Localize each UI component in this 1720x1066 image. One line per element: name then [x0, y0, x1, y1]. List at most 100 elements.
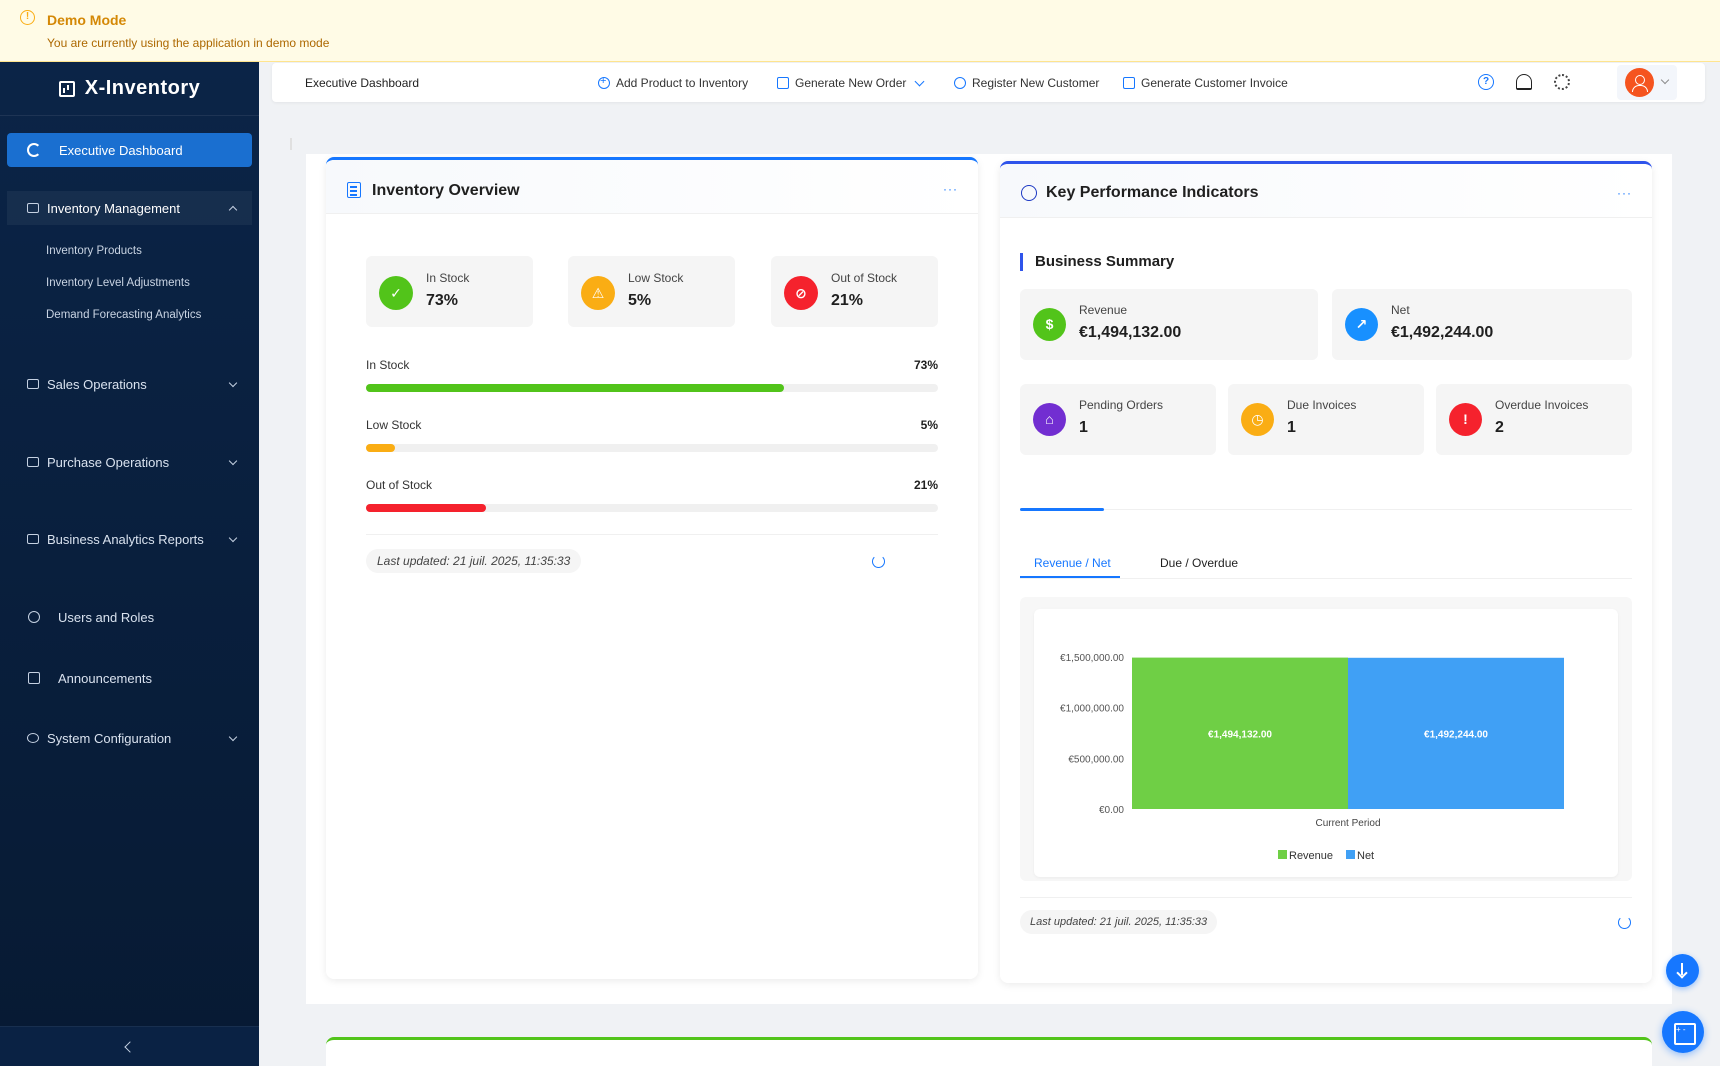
report-icon — [27, 534, 39, 544]
brand[interactable]: X-Inventory — [0, 62, 259, 116]
progress-track — [366, 384, 938, 392]
chevron-down-icon — [1660, 75, 1670, 85]
sidebar-group-label: System Configuration — [47, 730, 172, 746]
sidebar-item-label: Executive Dashboard — [59, 142, 183, 158]
sidebar-group-business-analytics[interactable]: Business Analytics Reports — [7, 522, 252, 556]
tab-revenue-net[interactable]: Revenue / Net — [1034, 556, 1111, 570]
progress-fill — [366, 444, 395, 452]
sidebar-group-label: Purchase Operations — [47, 454, 170, 470]
chevron-down-icon — [228, 732, 238, 742]
dashboard-gauge-icon — [1021, 185, 1037, 201]
sidebar-group-sales-operations[interactable]: Sales Operations — [7, 367, 252, 401]
gear-icon[interactable] — [1554, 74, 1570, 90]
carousel-indicator[interactable] — [1020, 508, 1104, 511]
chevron-up-icon — [228, 205, 238, 215]
divider — [366, 534, 938, 535]
x-tick-label: Current Period — [1315, 818, 1380, 829]
clock-icon: ◷ — [1241, 403, 1274, 436]
sidebar-group-inventory-management[interactable]: Inventory Management — [7, 191, 252, 225]
sidebar-collapse-bar[interactable] — [0, 1026, 259, 1066]
gear-icon — [27, 733, 39, 743]
scroll-down-button[interactable] — [1666, 954, 1699, 987]
sidebar-item-inventory-products[interactable]: Inventory Products — [46, 245, 142, 257]
sidebar: X-Inventory Executive Dashboard Inventor… — [0, 62, 259, 1066]
y-tick-label: €500,000.00 — [1068, 754, 1124, 765]
in-stock-stat: ✓ In Stock 73% — [366, 256, 533, 327]
card-header — [1000, 164, 1652, 218]
sidebar-item-announcements[interactable]: Announcements — [7, 661, 252, 695]
progress-percent: 73% — [913, 358, 938, 372]
bar-chart: €0.00 €500,000.00 €1,000,000.00 €1,500,000.… — [1060, 653, 1564, 862]
sidebar-item-executive-dashboard[interactable]: Executive Dashboard — [7, 133, 252, 167]
progress-percent: 5% — [920, 418, 938, 432]
last-updated: Last updated: 21 juil. 2025, 11:35:33 — [1020, 910, 1218, 934]
bar-revenue — [1132, 657, 1348, 809]
bag-icon — [27, 457, 39, 467]
out-of-stock-stat: ⊘ Out of Stock 21% — [771, 256, 938, 327]
plus-circle-icon — [598, 75, 610, 89]
legend-swatch — [1278, 850, 1287, 859]
sidebar-item-inventory-level-adjustments[interactable]: Inventory Level Adjustments — [46, 277, 190, 289]
demo-mode-banner: ! Demo Mode You are currently using the … — [0, 0, 1720, 62]
top-header: Executive Dashboard Add Product to Inven… — [272, 63, 1705, 102]
register-customer-button[interactable]: Register New Customer — [954, 76, 1099, 90]
generate-new-order-button[interactable]: Generate New Order — [777, 76, 925, 90]
add-product-button[interactable]: Add Product to Inventory — [598, 75, 748, 90]
kpi-card: Key Performance Indicators ··· Business … — [1000, 161, 1652, 983]
chevron-down-icon — [228, 533, 238, 543]
kpi-label: Due Invoices — [1287, 398, 1357, 412]
dashboard-icon — [27, 143, 41, 157]
progress-percent: 21% — [913, 478, 938, 492]
due-invoices-kpi: ◷ Due Invoices 1 — [1228, 384, 1424, 455]
pending-orders-kpi: ⌂ Pending Orders 1 — [1020, 384, 1216, 455]
refresh-icon[interactable] — [872, 555, 885, 568]
chevron-down-icon — [228, 378, 238, 388]
avatar[interactable] — [1625, 68, 1654, 97]
last-updated: Last updated: 21 juil. 2025, 11:35:33 — [366, 549, 582, 573]
list-icon — [347, 182, 361, 198]
user-menu[interactable] — [1617, 65, 1677, 100]
progress-label: Low Stock — [366, 418, 422, 432]
new-order-label: Generate New Order — [795, 76, 907, 90]
sidebar-item-label: Users and Roles — [58, 609, 155, 625]
warning-icon: ! — [20, 10, 35, 25]
card-header — [326, 160, 978, 214]
more-menu-icon[interactable]: ··· — [1617, 186, 1632, 200]
sidebar-item-users-and-roles[interactable]: Users and Roles — [7, 600, 252, 634]
sidebar-group-purchase-operations[interactable]: Purchase Operations — [7, 445, 252, 479]
user-icon — [954, 77, 966, 89]
kpi-value: 1 — [1287, 419, 1296, 436]
y-tick-label: €1,500,000.00 — [1060, 653, 1124, 664]
bell-icon[interactable] — [1516, 74, 1532, 90]
refresh-icon[interactable] — [1618, 916, 1631, 929]
sidebar-group-system-configuration[interactable]: System Configuration — [7, 721, 252, 755]
legend-label: Revenue — [1289, 850, 1333, 862]
invoice-label: Generate Customer Invoice — [1141, 76, 1288, 90]
bar-chart-icon — [58, 80, 75, 97]
user-icon — [28, 611, 40, 623]
generate-invoice-button[interactable]: Generate Customer Invoice — [1123, 76, 1288, 90]
data-label: €1,492,244.00 — [1424, 729, 1488, 740]
trend-chart-icon: ↗ — [1345, 308, 1378, 341]
tab-ink-bar — [1020, 576, 1120, 578]
kpi-value: €1,494,132.00 — [1079, 324, 1182, 341]
kpi-value: €1,492,244.00 — [1391, 324, 1494, 341]
sidebar-item-demand-forecasting[interactable]: Demand Forecasting Analytics — [46, 309, 202, 321]
data-label: €1,494,132.00 — [1208, 729, 1272, 740]
cart-icon: ⌂ — [1033, 403, 1066, 436]
sidebar-group-label: Inventory Management — [47, 200, 180, 216]
kpi-label: Overdue Invoices — [1495, 398, 1589, 412]
check-circle-icon: ✓ — [379, 276, 413, 310]
progress-fill — [366, 384, 784, 392]
register-customer-label: Register New Customer — [972, 76, 1100, 90]
overdue-invoices-kpi: ! Overdue Invoices 2 — [1436, 384, 1632, 455]
help-icon[interactable]: ? — [1478, 74, 1494, 90]
calculator-button[interactable] — [1662, 1011, 1704, 1053]
tab-due-overdue[interactable]: Due / Overdue — [1160, 556, 1239, 570]
chevron-left-icon[interactable] — [124, 1041, 136, 1053]
more-menu-icon[interactable]: ··· — [943, 182, 958, 196]
kpi-label: Pending Orders — [1079, 398, 1164, 412]
progress-track — [366, 504, 938, 512]
stat-label: Out of Stock — [831, 271, 898, 285]
stat-label: In Stock — [426, 271, 470, 285]
